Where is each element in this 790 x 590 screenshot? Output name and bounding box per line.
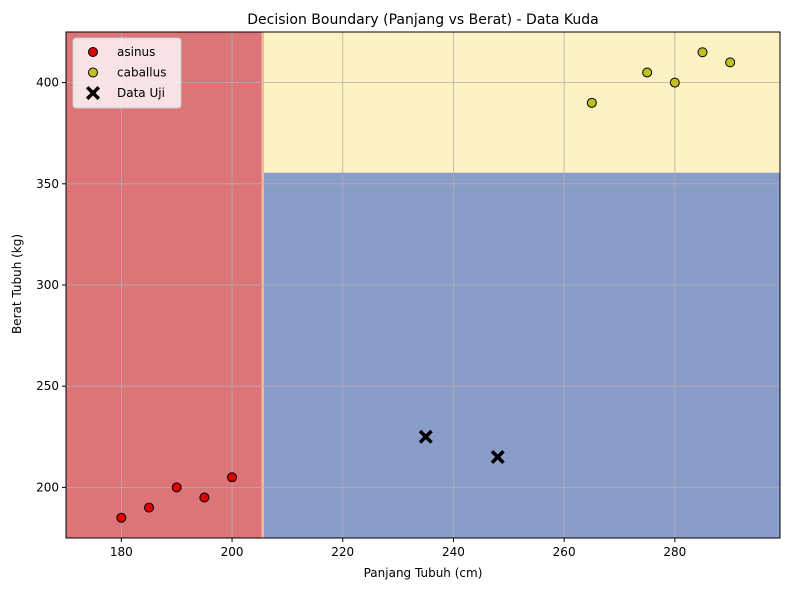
data-points <box>116 47 736 523</box>
plot-area <box>65 31 781 539</box>
caballus-point <box>697 47 708 58</box>
region-caballus <box>262 32 780 173</box>
region-test <box>262 172 780 538</box>
x-tick-label: 180 <box>110 545 133 559</box>
x-tick-label: 280 <box>663 545 686 559</box>
y-tick-label: 350 <box>36 177 59 191</box>
legend: asinus caballus Data Uji <box>72 37 182 109</box>
legend-label: caballus <box>117 66 166 80</box>
asinus-point <box>227 472 238 483</box>
x-tick-label: 220 <box>331 545 354 559</box>
test-point-marker <box>490 450 505 465</box>
x-axis-label: Panjang Tubuh (cm) <box>364 566 483 580</box>
x-tick-label: 240 <box>442 545 465 559</box>
x-tick-label: 200 <box>221 545 244 559</box>
chart-title: Decision Boundary (Panjang vs Berat) - D… <box>247 12 599 28</box>
decision-regions <box>66 32 780 538</box>
caballus-point <box>586 97 597 108</box>
legend-label: Data Uji <box>117 86 165 100</box>
legend-box <box>72 37 182 109</box>
legend-marker-data-uji <box>86 86 100 100</box>
legend-marker-asinus <box>88 47 98 57</box>
x-tick-label: 260 <box>553 545 576 559</box>
asinus-point <box>144 502 155 513</box>
y-tick-label: 250 <box>36 379 59 393</box>
y-tick-label: 300 <box>36 278 59 292</box>
caballus-point <box>725 57 736 68</box>
asinus-point <box>116 512 127 523</box>
asinus-point <box>199 492 210 503</box>
gridlines <box>66 32 780 538</box>
legend-marker-caballus <box>88 67 98 78</box>
y-tick-label: 400 <box>36 76 59 90</box>
test-point-marker <box>418 429 433 444</box>
y-axis-ticks: 200 250 300 350 400 <box>36 76 66 494</box>
caballus-point <box>642 67 653 78</box>
caballus-point <box>669 77 680 88</box>
legend-label: asinus <box>117 45 155 59</box>
y-tick-label: 200 <box>36 480 59 494</box>
x-axis-ticks: 180 200 220 240 260 280 <box>110 538 686 559</box>
y-axis-label: Berat Tubuh (kg) <box>10 234 24 334</box>
asinus-point <box>171 482 182 493</box>
